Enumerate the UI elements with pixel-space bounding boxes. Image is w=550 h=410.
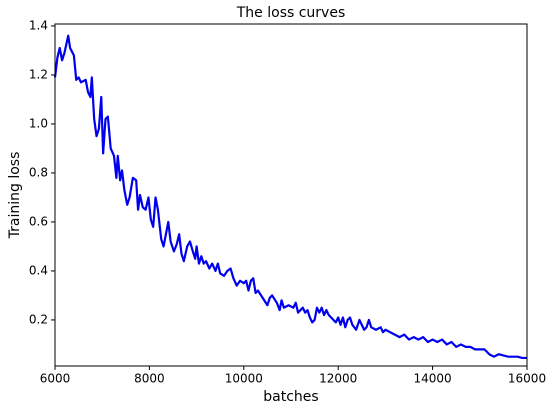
plot-frame bbox=[54, 23, 528, 367]
x-axis-label: batches bbox=[263, 389, 318, 405]
x-tick-label: 6000 bbox=[40, 372, 71, 386]
y-tick-label: 0.6 bbox=[29, 214, 48, 228]
y-tick-label: 0.8 bbox=[29, 165, 48, 179]
loss-line bbox=[53, 34, 527, 360]
chart-title: The loss curves bbox=[236, 5, 346, 21]
y-tick-label: 1.2 bbox=[29, 67, 48, 81]
y-tick-label: 1.4 bbox=[29, 18, 48, 32]
x-tick-label: 8000 bbox=[134, 372, 165, 386]
x-tick-label: 10000 bbox=[225, 372, 263, 386]
y-tick-label: 1.0 bbox=[29, 116, 48, 130]
x-tick-label: 14000 bbox=[414, 372, 452, 386]
x-tick-label: 16000 bbox=[508, 372, 546, 386]
y-tick-label: 0.4 bbox=[29, 263, 48, 277]
y-tick-label: 0.2 bbox=[29, 312, 48, 326]
y-axis-label: Training loss bbox=[7, 152, 23, 240]
x-tick-label: 12000 bbox=[319, 372, 357, 386]
